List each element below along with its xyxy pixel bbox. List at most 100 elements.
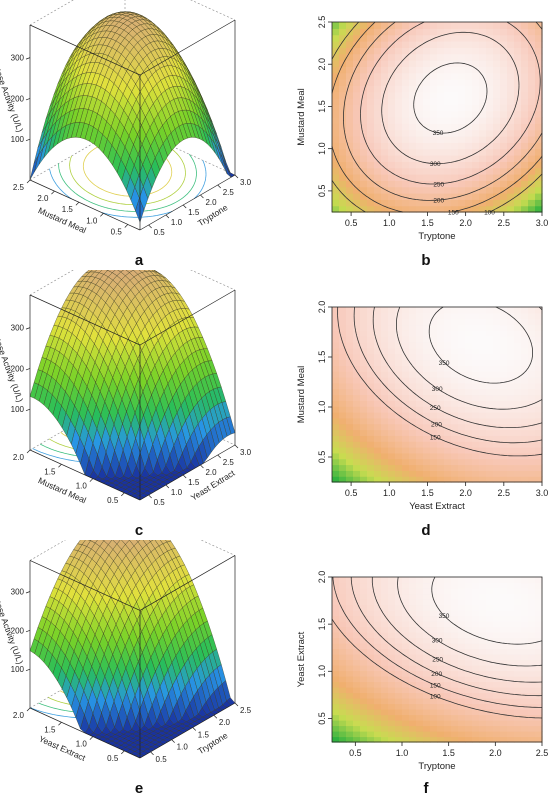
heatmap-cell: [353, 736, 361, 743]
heatmap-cell: [451, 626, 459, 633]
heatmap-cell: [374, 123, 382, 131]
heatmap-cell: [514, 66, 522, 74]
heatmap-cell: [458, 637, 466, 644]
heatmap-cell: [451, 353, 459, 361]
heatmap-cell: [528, 371, 536, 378]
heatmap-cell: [514, 599, 522, 606]
heatmap-cell: [402, 324, 410, 331]
y-tick-mark: [182, 474, 187, 479]
heatmap-cell: [367, 318, 375, 326]
heatmap-cell: [402, 447, 410, 454]
heatmap-cell: [346, 312, 354, 320]
heatmap-cell: [423, 610, 431, 617]
heatmap-cell: [367, 66, 375, 74]
heatmap-cell: [430, 205, 438, 213]
heatmap-cell: [493, 687, 501, 694]
heatmap-cell: [374, 53, 382, 61]
heatmap-cell: [395, 98, 403, 105]
heatmap-cell: [493, 199, 501, 207]
heatmap-cell: [332, 186, 340, 194]
heatmap-cell: [500, 632, 508, 639]
heatmap-cell: [346, 371, 354, 378]
heatmap-cell: [465, 648, 473, 655]
heatmap-cell: [402, 180, 410, 188]
heatmap-cell: [367, 312, 375, 320]
heatmap-cell: [374, 60, 382, 67]
heatmap-cell: [486, 110, 494, 118]
heatmap-cell: [332, 632, 340, 639]
heatmap-cell: [402, 626, 410, 633]
heatmap-cell: [388, 193, 396, 200]
heatmap-cell: [388, 66, 396, 74]
heatmap-cell: [521, 205, 529, 213]
heatmap-cell: [360, 458, 368, 466]
contour-line-100: [331, 618, 543, 719]
heatmap-cell: [388, 371, 396, 378]
heatmap-cell: [479, 610, 487, 617]
heatmap-cell: [353, 458, 361, 466]
plot-frame: [331, 576, 543, 743]
heatmap-cell: [367, 458, 375, 466]
heatmap-cell: [332, 676, 340, 683]
heatmap-cell: [381, 703, 389, 710]
heatmap-cell: [353, 698, 361, 705]
heatmap-cell: [360, 371, 368, 378]
heatmap-cell: [388, 47, 396, 55]
heatmap-cell: [409, 66, 417, 74]
heatmap-cell: [486, 365, 494, 372]
heatmap-cell: [402, 347, 410, 355]
heatmap-cell: [360, 104, 368, 112]
heatmap-cell: [458, 28, 466, 36]
heatmap-cell: [339, 205, 347, 213]
heatmap-cell: [507, 117, 515, 124]
heatmap-cell: [437, 79, 445, 86]
heatmap-cell: [388, 582, 396, 589]
heatmap-cell: [528, 60, 536, 67]
heatmap-cell: [395, 417, 403, 425]
heatmap-cell: [479, 412, 487, 419]
heatmap-cell: [500, 665, 508, 672]
heatmap-cell: [353, 336, 361, 343]
heatmap-cell: [374, 676, 382, 683]
heatmap-cell: [346, 676, 354, 683]
heatmap-cell: [493, 447, 501, 454]
heatmap-cell: [437, 709, 445, 716]
heatmap-cell: [458, 604, 466, 611]
heatmap-cell: [521, 429, 529, 436]
heatmap-cell: [430, 621, 438, 628]
heatmap-cell: [493, 736, 501, 743]
heatmap-cell: [367, 720, 375, 727]
heatmap-cell: [465, 423, 473, 431]
heatmap-cell: [430, 377, 438, 384]
heatmap-cell: [472, 476, 480, 483]
heatmap-cell: [423, 604, 431, 611]
heatmap-cell: [374, 714, 382, 721]
heatmap-cell: [381, 665, 389, 672]
heatmap-cell: [535, 447, 543, 454]
heatmap-cell: [360, 142, 368, 150]
heatmap-cell: [507, 155, 515, 162]
heatmap-cell: [521, 180, 529, 188]
heatmap-cell: [514, 174, 522, 181]
heatmap-cell: [437, 98, 445, 105]
heatmap-cell: [507, 476, 515, 483]
heatmap-cell: [402, 400, 410, 407]
heatmap-cell: [430, 136, 438, 143]
heatmap-cell: [493, 654, 501, 661]
heatmap-cell: [339, 148, 347, 156]
heatmap-cell: [465, 91, 473, 99]
heatmap-cell: [423, 406, 431, 413]
heatmap-cell: [409, 610, 417, 617]
heatmap-cell: [416, 307, 424, 314]
heatmap-cell: [493, 41, 501, 48]
heatmap-cell: [514, 199, 522, 207]
heatmap-cell: [423, 382, 431, 390]
heatmap-cell: [409, 476, 417, 483]
heatmap-cell: [535, 626, 543, 633]
heatmap-cell: [458, 621, 466, 628]
heatmap-cell: [528, 377, 536, 384]
heatmap-cell: [395, 79, 403, 86]
heatmap-cell: [339, 388, 347, 396]
heatmap-cell: [416, 476, 424, 483]
